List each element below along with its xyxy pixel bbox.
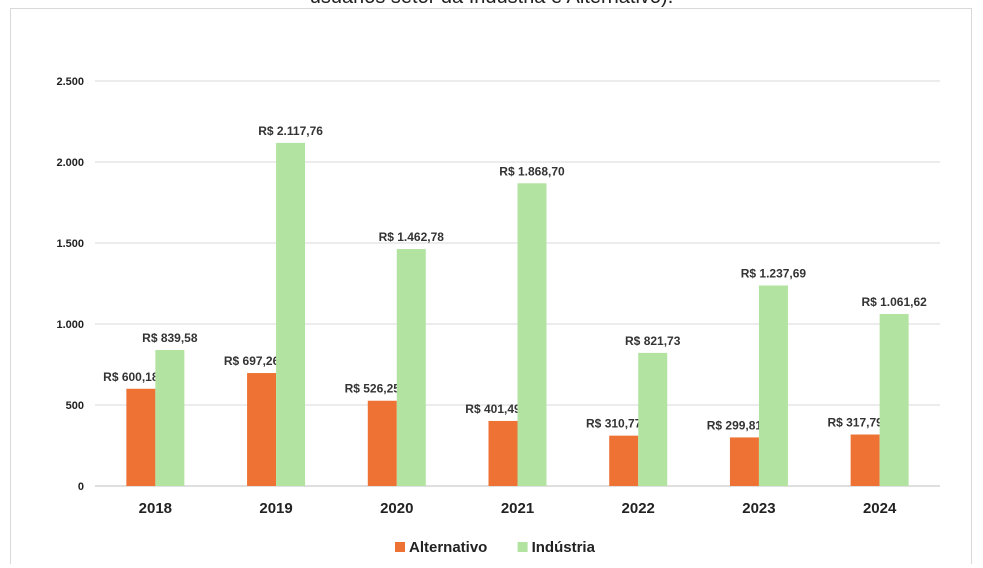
y-tick-label: 2.000 xyxy=(56,157,84,169)
data-label: R$ 1.061,62 xyxy=(861,295,927,309)
x-tick-label: 2023 xyxy=(742,500,775,517)
data-label: R$ 1.868,70 xyxy=(499,164,565,178)
x-tick-label: 2020 xyxy=(380,500,413,517)
legend-swatch xyxy=(517,542,528,552)
data-label: R$ 299,81 xyxy=(707,418,763,432)
bar-alternativo-2024 xyxy=(850,434,880,486)
x-tick-label: 2018 xyxy=(139,500,172,517)
data-label: R$ 697,26 xyxy=(224,354,280,368)
x-tick-label: 2021 xyxy=(501,500,534,517)
data-label: R$ 2.117,76 xyxy=(258,124,323,138)
data-label: R$ 310,77 xyxy=(586,417,642,431)
data-label: R$ 1.462,78 xyxy=(379,230,445,244)
bar-alternativo-2019 xyxy=(247,373,277,486)
bar-indústria-2022 xyxy=(638,352,668,486)
chart-frame xyxy=(10,8,972,564)
legend-swatch xyxy=(395,542,405,552)
bar-alternativo-2022 xyxy=(609,435,639,486)
y-tick-label: 1.500 xyxy=(56,238,84,250)
y-tick-label: 1.000 xyxy=(56,319,84,331)
y-tick-label: 2.500 xyxy=(56,76,84,88)
data-label: R$ 526,25 xyxy=(345,382,401,396)
bar-alternativo-2020 xyxy=(367,400,397,486)
x-tick-label: 2019 xyxy=(259,500,292,517)
bar-alternativo-2023 xyxy=(729,437,759,486)
data-label: R$ 1.237,69 xyxy=(741,266,807,280)
data-label: R$ 401,49 xyxy=(465,402,521,416)
data-label: R$ 839,58 xyxy=(142,331,198,345)
chart-title: usuários setor da Indústria e Alternativ… xyxy=(0,0,983,9)
legend-label: Indústria xyxy=(532,539,596,556)
legend-label: Alternativo xyxy=(409,539,487,556)
title-clip: usuários setor da Indústria e Alternativ… xyxy=(0,0,983,24)
bar-indústria-2024 xyxy=(879,314,909,486)
data-label: R$ 600,18 xyxy=(103,370,159,384)
y-tick-label: 0 xyxy=(78,481,84,493)
bar-indústria-2023 xyxy=(758,285,788,486)
bar-indústria-2019 xyxy=(276,142,306,486)
bar-indústria-2018 xyxy=(155,349,185,486)
data-label: R$ 317,79 xyxy=(827,416,883,430)
bar-indústria-2021 xyxy=(517,183,547,486)
bar-indústria-2020 xyxy=(396,249,426,486)
y-tick-label: 500 xyxy=(66,400,84,412)
bar-alternativo-2021 xyxy=(488,420,518,486)
x-tick-label: 2024 xyxy=(863,500,897,517)
x-tick-label: 2022 xyxy=(622,500,655,517)
bar-alternativo-2018 xyxy=(126,388,156,486)
data-label: R$ 821,73 xyxy=(625,334,681,348)
